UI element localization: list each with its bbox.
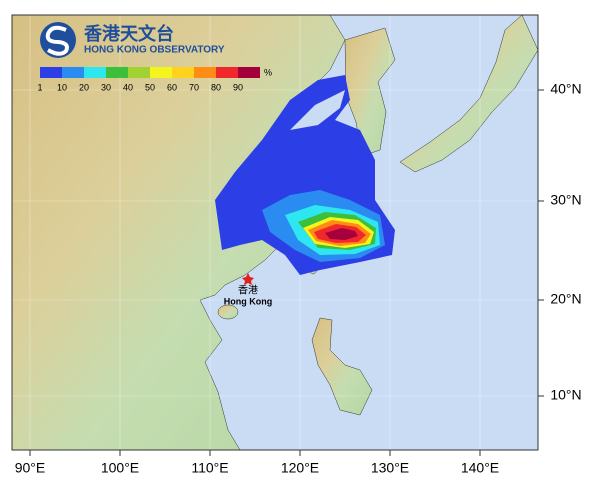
legend-swatch [62, 67, 84, 78]
longitude-label: 90°E [15, 460, 46, 476]
hong-kong-marker [242, 273, 254, 285]
legend-swatch [238, 67, 260, 78]
legend-label: 90 [233, 82, 243, 92]
subtitle: HONG KONG OBSERVATORY [84, 45, 225, 56]
legend-swatch [194, 67, 216, 78]
legend-swatch [150, 67, 172, 78]
title: 香港天文台 [83, 23, 174, 44]
probability-swath [215, 75, 395, 275]
logo-mark [45, 25, 69, 56]
legend-label: 80 [211, 82, 221, 92]
legend-swatch [106, 67, 128, 78]
longitude-label: 120°E [281, 460, 319, 476]
longitude-label: 110°E [191, 460, 228, 476]
legend-swatch [84, 67, 106, 78]
longitude-label: 130°E [371, 460, 409, 476]
legend-label: 10 [57, 82, 67, 92]
latitude-label: 20°N [550, 291, 581, 307]
latitude-label: 30°N [550, 192, 581, 208]
legend-label: 20 [79, 82, 89, 92]
legend-label: 70 [189, 82, 199, 92]
latitude-label: 10°N [550, 387, 581, 403]
place-name-en: Hong Kong [224, 296, 273, 306]
legend-label: 40 [123, 82, 133, 92]
legend-unit: % [264, 67, 272, 77]
legend-swatch [128, 67, 150, 78]
latitude-label: 40°N [550, 81, 581, 97]
land [11, 14, 539, 451]
legend-label: 30 [101, 82, 111, 92]
axes: 90°E 100°E 110°E 120°E 130°E 140°E 40°N 30°N 20°… [15, 81, 582, 476]
legend-swatch [40, 67, 62, 78]
legend-label: 1 [37, 82, 42, 92]
place-name-zh: 香港 [238, 285, 258, 297]
legend-swatch [216, 67, 238, 78]
legend-label: 60 [167, 82, 177, 92]
longitude-label: 100°E [101, 460, 139, 476]
legend-swatch [172, 67, 194, 78]
map-frame [11, 14, 539, 451]
legend: 1 10 20 30 40 50 60 70 80 90% [37, 67, 272, 92]
legend-label: 50 [145, 82, 155, 92]
longitude-label: 140°E [461, 460, 499, 476]
